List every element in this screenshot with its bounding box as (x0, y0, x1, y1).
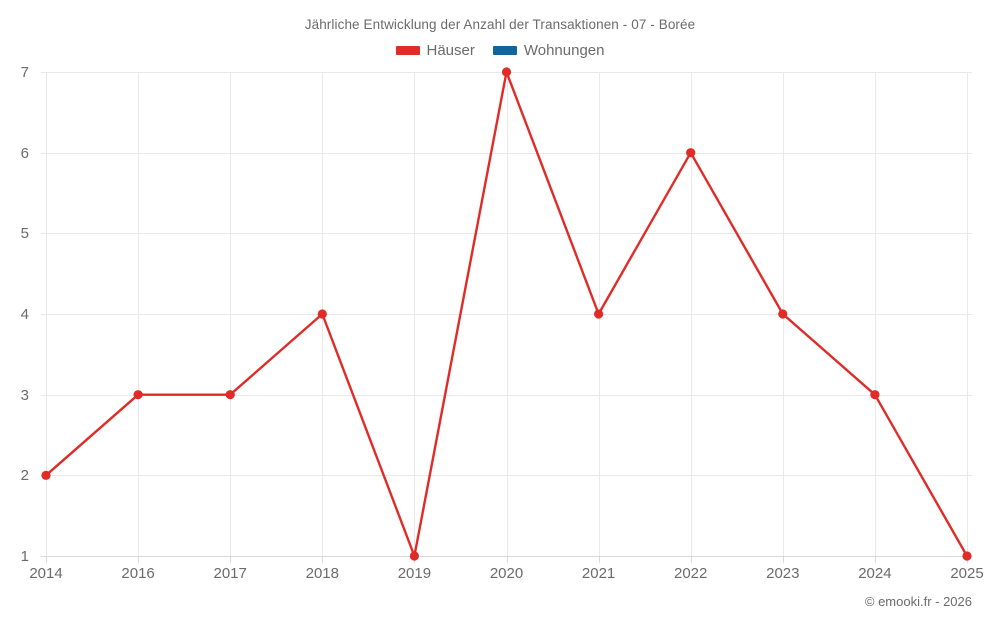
data-point[interactable] (409, 551, 419, 561)
gridline-vertical (967, 72, 968, 556)
legend-item-hauser[interactable]: Häuser (395, 42, 475, 59)
chart-legend: Häuser Wohnungen (0, 43, 1000, 58)
gridline-vertical (414, 72, 416, 556)
legend-label-hauser: Häuser (426, 42, 475, 59)
x-axis-tick (230, 557, 232, 563)
gridline-vertical (138, 72, 140, 556)
x-axis-tick-label: 2018 (305, 565, 339, 582)
x-axis-tick (322, 557, 324, 563)
credit-text: © emooki.fr - 2026 (864, 594, 972, 609)
data-point[interactable] (962, 551, 972, 561)
x-axis-tick-label: 2021 (581, 565, 616, 582)
legend-swatch-wohnungen (492, 46, 517, 55)
x-axis-tick-label: 2022 (674, 565, 708, 582)
x-axis-tick-label: 2016 (121, 565, 155, 582)
y-axis-tick-label: 1 (20, 548, 29, 565)
legend-label-wohnungen: Wohnungen (523, 42, 605, 59)
gridline-vertical (874, 72, 876, 556)
x-axis-tick-label: 2025 (950, 565, 984, 582)
series-line-häuser (44, 70, 969, 558)
gridline-vertical (690, 72, 692, 556)
data-point[interactable] (686, 148, 696, 158)
data-point[interactable] (870, 390, 880, 400)
x-axis-line (41, 556, 972, 557)
x-axis-tick (506, 557, 508, 563)
data-point[interactable] (317, 309, 327, 319)
data-point[interactable] (41, 470, 51, 480)
data-point[interactable] (501, 67, 512, 77)
y-axis-tick-label: 7 (20, 64, 29, 81)
legend-item-wohnungen[interactable]: Wohnungen (492, 42, 605, 59)
x-axis-tick-label: 2019 (397, 565, 432, 582)
gridline-vertical (230, 72, 232, 556)
x-axis-tick (598, 557, 600, 563)
legend-swatch-hauser (395, 46, 420, 55)
x-axis-tick-label: 2020 (489, 565, 524, 582)
chart-title: Jährliche Entwicklung der Anzahl der Tra… (304, 17, 696, 32)
y-axis-tick-label: 5 (20, 225, 29, 243)
y-axis-tick-label: 2 (20, 467, 29, 485)
x-axis-tick (782, 557, 784, 563)
data-point[interactable] (133, 390, 143, 400)
gridline-vertical (506, 72, 508, 556)
y-axis-tick-label: 4 (20, 306, 29, 323)
gridline-vertical (46, 72, 47, 556)
data-point[interactable] (594, 309, 604, 319)
x-axis-tick-label: 2014 (29, 565, 63, 582)
x-axis-tick (690, 557, 692, 563)
x-axis-tick-label: 2017 (213, 565, 247, 582)
x-axis-tick-label: 2023 (766, 565, 800, 582)
x-axis-tick (138, 557, 140, 563)
x-axis-tick (874, 557, 876, 563)
data-point[interactable] (778, 309, 788, 319)
data-point[interactable] (225, 390, 235, 400)
y-axis-tick-label: 3 (20, 386, 29, 404)
y-axis-tick-label: 6 (20, 144, 29, 162)
x-axis-tick-label: 2024 (858, 565, 892, 582)
x-axis-tick (46, 557, 47, 563)
